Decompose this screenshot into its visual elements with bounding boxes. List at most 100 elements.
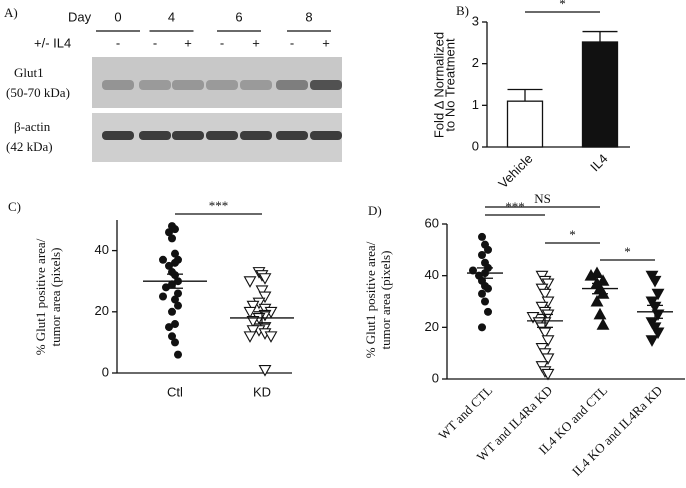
x-tick-label: WT and CTL [435, 383, 495, 443]
panel-label: C) [8, 199, 21, 214]
y-axis-label: to No Treatment [442, 38, 457, 132]
band [172, 80, 204, 90]
significance-label: * [624, 244, 631, 259]
point [258, 273, 272, 285]
y-axis-label: Fold Δ Normalized [431, 32, 446, 138]
point [484, 284, 492, 293]
x-tick-label: IL4 KO and IL4Ra KD [569, 383, 665, 479]
point [258, 364, 272, 377]
row-size: (50-70 kDa) [6, 85, 70, 100]
point [541, 353, 555, 365]
y-axis-label: tumor area (pixels) [378, 251, 393, 350]
band [102, 80, 134, 90]
day: 0 [114, 9, 121, 24]
point [478, 323, 486, 332]
y-tick-label: 20 [95, 303, 109, 318]
point [255, 285, 269, 298]
point [246, 325, 260, 337]
point [171, 320, 179, 329]
point [165, 261, 173, 270]
point [243, 331, 257, 343]
y-tick-label: 0 [102, 364, 109, 379]
y-axis-label: tumor area (pixels) [48, 248, 63, 347]
treatment: + [184, 35, 192, 50]
treatment-label: +/- IL4 [34, 35, 71, 50]
point [165, 228, 173, 237]
band [240, 131, 272, 140]
treatment: - [220, 35, 224, 50]
point [168, 307, 176, 316]
point [246, 300, 260, 313]
bar [581, 41, 619, 148]
day: 4 [168, 9, 175, 24]
treatment: - [153, 35, 157, 50]
point [538, 288, 552, 301]
day: 6 [235, 9, 242, 24]
point [258, 291, 272, 304]
point [174, 350, 182, 359]
significance-label: * [559, 0, 566, 11]
panel-label: A) [4, 5, 18, 20]
significance-label: NS [534, 191, 551, 206]
band [139, 131, 171, 140]
row-size: (42 kDa) [6, 139, 53, 154]
point [541, 368, 555, 381]
y-tick-label: 40 [425, 267, 439, 282]
point [168, 332, 176, 341]
point [171, 249, 179, 258]
point [478, 289, 486, 298]
point [651, 327, 665, 340]
point [484, 245, 492, 254]
point [584, 269, 598, 281]
treatment: - [290, 35, 294, 50]
band [276, 131, 308, 140]
point [541, 335, 555, 347]
point [174, 301, 182, 310]
y-axis-label: % Glut1 positive area/ [33, 238, 48, 355]
y-tick-label: 60 [425, 215, 439, 230]
day: 8 [305, 9, 312, 24]
row-name: Glut1 [14, 65, 44, 80]
panel-label: B) [456, 3, 469, 18]
treatment: - [116, 35, 120, 50]
row-name: β-actin [14, 119, 51, 134]
point [651, 288, 665, 301]
significance-label: * [569, 227, 576, 242]
point [264, 331, 278, 343]
point [171, 258, 179, 267]
point [648, 275, 662, 288]
point [596, 318, 610, 330]
point [171, 338, 179, 347]
point [174, 289, 182, 298]
day-label: Day [68, 9, 92, 24]
y-tick-label: 3 [472, 13, 479, 28]
point [162, 283, 170, 292]
point [484, 307, 492, 316]
y-axis-label: % Glut1 positive area/ [363, 241, 378, 358]
y-tick-label: 20 [425, 319, 439, 334]
point [481, 297, 489, 306]
point [171, 295, 179, 304]
y-tick-label: 1 [472, 97, 479, 112]
point [159, 292, 167, 301]
band [276, 80, 308, 90]
band [206, 131, 238, 140]
y-tick-label: 0 [472, 138, 479, 153]
point [478, 232, 486, 241]
point [478, 251, 486, 259]
point [645, 335, 659, 347]
band [172, 131, 204, 140]
band [240, 80, 272, 90]
point [246, 316, 260, 328]
x-tick-label: IL4 [587, 151, 610, 174]
point [243, 306, 257, 319]
point [159, 255, 167, 264]
treatment: + [322, 35, 330, 50]
y-tick-label: 0 [432, 370, 439, 385]
significance-label: *** [505, 199, 525, 214]
x-tick-label: Ctl [167, 384, 183, 399]
point [165, 323, 173, 332]
band [206, 80, 238, 90]
band [310, 131, 342, 140]
